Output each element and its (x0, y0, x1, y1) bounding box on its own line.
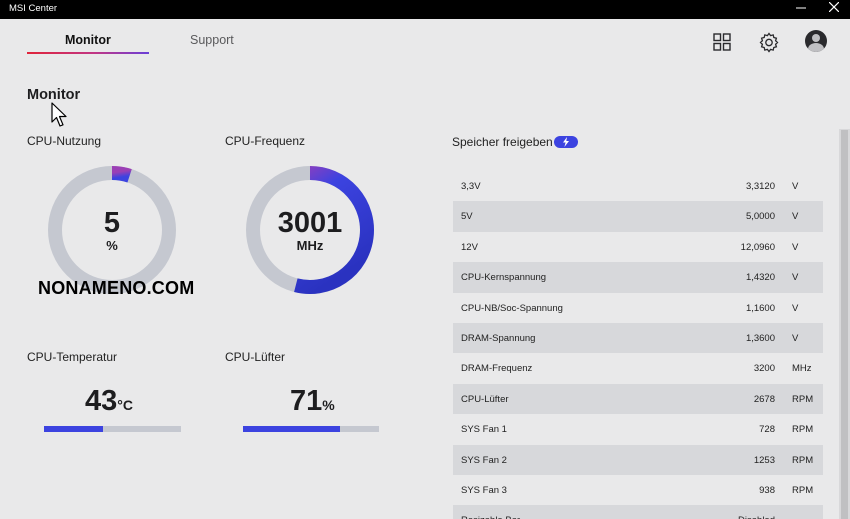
cpu-temperature-readout: 43°C (85, 385, 133, 418)
table-row: 5V 5,0000 V (453, 201, 823, 232)
cpu-fan-readout: 71% (290, 385, 335, 418)
table-row: CPU-NB/Soc-Spannung 1,1600 V (453, 293, 823, 323)
sensor-name: 3,3V (461, 181, 481, 192)
cpu-usage-gauge-fill (111, 166, 132, 183)
active-tab-indicator (27, 52, 149, 54)
cpu-fan-bar (243, 426, 379, 432)
minimize-icon[interactable] (792, 1, 810, 18)
user-avatar-icon[interactable] (805, 30, 827, 52)
watermark-text: NONAMENO.COM (38, 278, 195, 298)
avatar-head (812, 34, 820, 42)
sensor-unit: RPM (792, 393, 814, 405)
scrollbar-thumb[interactable] (841, 130, 848, 519)
sensor-name: DRAM-Frequenz (461, 363, 533, 375)
sensor-value: 728 (759, 424, 775, 436)
lightning-icon (563, 137, 569, 147)
cpu-temperature-label: CPU-Temperatur (27, 350, 118, 364)
cpu-usage-unit: % (106, 238, 118, 253)
cpu-frequency-unit: MHz (296, 238, 324, 253)
sensor-unit: MHz (792, 363, 812, 375)
avatar-body (808, 43, 824, 52)
sensor-value: 1,4320 (745, 272, 775, 284)
sensor-name: 5V (461, 211, 473, 223)
table-row: DRAM-Frequenz 3200 MHz (453, 353, 823, 383)
sensor-unit: V (792, 181, 799, 192)
sensor-name: SYS Fan 1 (461, 424, 507, 436)
cpu-fan-label: CPU-Lüfter (225, 350, 286, 364)
sensor-value: 12,0960 (740, 241, 775, 253)
page-title: Monitor (27, 87, 81, 103)
sensor-unit: V (792, 332, 799, 344)
sensor-name: Resizable Bar (461, 515, 520, 519)
sensor-value: 3,3120 (745, 181, 775, 192)
sensor-name: CPU-Lüfter (461, 393, 509, 405)
sensor-value: 5,0000 (745, 211, 775, 223)
tab-support[interactable]: Support (190, 33, 234, 47)
sensor-name: CPU-Kernspannung (461, 272, 547, 284)
sensor-unit: RPM (792, 424, 814, 436)
cpu-usage-label: CPU-Nutzung (27, 134, 102, 148)
sensor-unit: V (792, 211, 799, 223)
sensor-name: SYS Fan 2 (461, 454, 507, 466)
sensor-value: 3200 (753, 363, 775, 375)
memory-release-label: Speicher freigeben (452, 135, 553, 149)
mouse-cursor-icon (51, 102, 69, 128)
cpu-frequency-value: 3001 (277, 207, 343, 239)
sensor-unit: V (792, 302, 799, 314)
grid-icon[interactable] (711, 31, 733, 53)
sensor-value: 1253 (753, 454, 775, 466)
table-row: Resizable Bar Disabled (453, 505, 823, 519)
table-row: 12V 12,0960 V (453, 232, 823, 262)
sensor-unit: V (792, 272, 799, 284)
table-row: SYS Fan 3 938 RPM (453, 475, 823, 505)
sensor-value: 1,1600 (745, 302, 775, 314)
cpu-frequency-label: CPU-Frequenz (225, 134, 306, 148)
cpu-fan-unit: % (322, 397, 335, 413)
memory-release-button[interactable] (554, 136, 578, 148)
cpu-fan-value: 71 (290, 385, 323, 417)
sensor-name: 12V (461, 241, 478, 253)
sensor-value: 1,3600 (745, 332, 775, 344)
cpu-temperature-bar-fill (44, 426, 103, 432)
cpu-temperature-value: 43 (85, 385, 118, 417)
cpu-usage-readout: 5 % (46, 208, 178, 254)
cpu-temperature-bar (44, 426, 181, 432)
table-row: 3,3V 3,3120 V (453, 171, 823, 201)
sensor-name: DRAM-Spannung (461, 332, 536, 344)
sensor-table: 3,3V 3,3120 V 5V 5,0000 V 12V 12,0960 V CPU-Kerns… (453, 171, 823, 519)
sensor-value: 938 (759, 484, 775, 496)
gear-icon[interactable] (758, 31, 780, 53)
sensor-name: SYS Fan 3 (461, 484, 507, 496)
cpu-fan-bar-fill (243, 426, 340, 432)
cpu-usage-gauge: 5 % (46, 164, 178, 296)
sensor-value: Disabled (738, 515, 775, 519)
sensor-unit: RPM (792, 484, 814, 496)
table-row: SYS Fan 1 728 RPM (453, 414, 823, 444)
close-icon[interactable] (825, 1, 843, 18)
app-title: MSI Center (9, 3, 58, 14)
cpu-usage-value: 5 (103, 207, 121, 239)
sensor-name: CPU-NB/Soc-Spannung (461, 302, 563, 314)
tab-monitor[interactable]: Monitor (65, 33, 111, 47)
table-row: DRAM-Spannung 1,3600 V (453, 322, 823, 354)
title-bar: MSI Center (0, 0, 850, 19)
cpu-frequency-gauge: 3001 MHz (244, 164, 376, 296)
table-row: CPU-Lüfter 2678 RPM (453, 383, 823, 415)
sensor-unit: RPM (792, 454, 814, 466)
cpu-frequency-gauge-fill (294, 166, 374, 294)
cpu-temperature-unit: °C (117, 397, 133, 413)
cpu-frequency-readout: 3001 MHz (244, 208, 376, 254)
table-row: CPU-Kernspannung 1,4320 V (453, 262, 823, 293)
sensor-value: 2678 (753, 393, 775, 405)
sensor-unit: V (792, 241, 799, 253)
table-row: SYS Fan 2 1253 RPM (453, 444, 823, 475)
